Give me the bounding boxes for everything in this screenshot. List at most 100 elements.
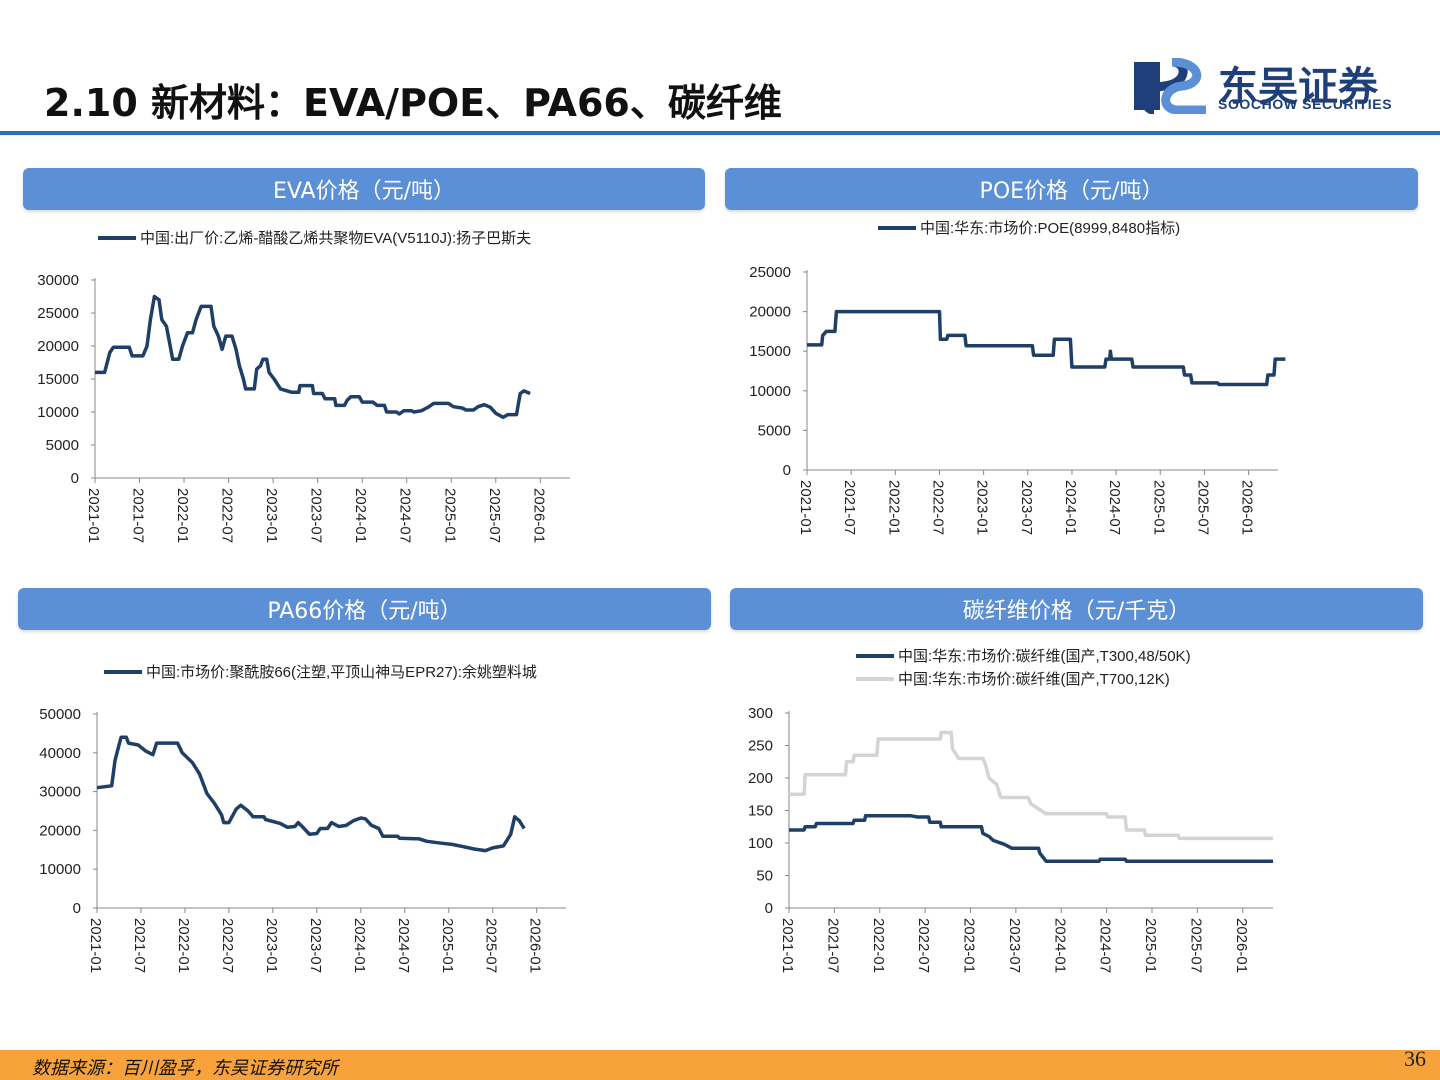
x-tick-label: 2022-01 [885,480,902,535]
panel-header-pa66: PA66价格（元/吨） [18,588,711,630]
x-tick-label: 2021-01 [87,918,104,973]
y-tick-label: 300 [748,705,773,722]
y-tick-label: 150 [748,803,773,820]
panel-header-poe: POE价格（元/吨） [725,168,1418,210]
x-tick-label: 2024-07 [1106,480,1123,535]
y-tick-label: 15000 [749,343,791,360]
x-tick-label: 2025-07 [1194,480,1211,535]
x-tick-label: 2026-01 [1239,480,1256,535]
brand-logo: 东吴证券 SOOCHOW SECURITIES [1132,56,1422,116]
x-tick-label: 2024-01 [1062,480,1079,535]
legend-label: 中国:华东:市场价:碳纤维(国产,T700,12K) [898,671,1170,688]
title-divider [0,131,1440,135]
x-tick-label: 2021-07 [824,918,841,973]
x-tick-label: 2026-01 [530,488,547,543]
y-tick-label: 20000 [37,338,79,355]
y-tick-label: 0 [71,470,79,487]
x-tick-label: 2023-07 [1018,480,1035,535]
carbon-fiber-price-chart: 0 50 100 150 200 250 300 2021-01 2021-07 2022-01 2… [748,648,1273,973]
x-tick-label: 2024-07 [1097,918,1114,973]
x-tick-label: 2022-07 [219,918,236,973]
y-tick-label: 0 [73,900,81,917]
x-tick-label: 2024-07 [397,488,414,543]
x-tick-label: 2023-01 [974,480,991,535]
x-tick-label: 2022-01 [174,488,191,543]
y-tick-label: 30000 [37,272,79,289]
x-tick-label: 2026-01 [1233,918,1250,973]
x-tick-label: 2021-01 [797,480,814,535]
x-tick-label: 2025-07 [486,488,503,543]
panel-header-carbon-fiber: 碳纤维价格（元/千克） [730,588,1423,630]
panel-title-pa66: PA66价格（元/吨） [267,599,462,624]
logo-chinese-text: 东吴证券 [1218,64,1378,110]
y-tick-label: 10000 [37,404,79,421]
x-tick-label: 2021-07 [130,488,147,543]
panel-title-carbon-fiber: 碳纤维价格（元/千克） [962,599,1191,624]
x-tick-label: 2022-01 [175,918,192,973]
x-tick-label: 2023-01 [263,918,280,973]
y-tick-label: 5000 [46,437,79,454]
series-line-1 [95,294,531,420]
panel-header-eva: EVA价格（元/吨） [23,168,705,210]
x-tick-label: 2026-01 [527,918,544,973]
x-tick-label: 2025-01 [439,918,456,973]
x-tick-label: 2022-07 [929,480,946,535]
y-tick-label: 10000 [39,861,81,878]
y-tick-label: 40000 [39,745,81,762]
data-source-note: 数据来源：百川盈孚，东吴证券研究所 [32,1058,338,1079]
x-tick-label: 2025-07 [1187,918,1204,973]
x-tick-label: 2023-01 [263,488,280,543]
series-line-1 [807,309,1286,387]
x-tick-label: 2022-01 [870,918,887,973]
x-tick-label: 2021-01 [85,488,102,543]
series-line-1 [789,813,1273,863]
x-tick-label: 2021-07 [841,480,858,535]
x-tick-label: 2022-07 [915,918,932,973]
legend-label: 中国:华东:市场价:POE(8999,8480指标) [920,220,1180,237]
series-line-1 [96,735,526,853]
y-tick-label: 50 [756,868,773,885]
x-tick-label: 2023-07 [307,918,324,973]
x-tick-label: 2023-01 [961,918,978,973]
page-number: 36 [1404,1046,1426,1071]
x-tick-label: 2024-01 [1051,918,1068,973]
y-tick-label: 250 [748,738,773,755]
y-tick-label: 5000 [758,422,791,439]
x-tick-label: 2022-07 [219,488,236,543]
y-tick-label: 100 [748,835,773,852]
logo-english-text: SOOCHOW SECURITIES [1218,96,1393,112]
x-tick-label: 2023-07 [1006,918,1023,973]
x-tick-label: 2025-07 [483,918,500,973]
panel-title-eva: EVA价格（元/吨） [272,179,455,204]
x-tick-label: 2025-01 [1142,918,1159,973]
y-tick-label: 25000 [37,305,79,322]
x-tick-label: 2023-07 [308,488,325,543]
y-tick-label: 20000 [39,822,81,839]
x-tick-label: 2025-01 [1150,480,1167,535]
y-tick-label: 15000 [37,371,79,388]
page-title: 2.10 新材料：EVA/POE、PA66、碳纤维 [44,81,782,125]
poe-price-chart: 0 5000 10000 15000 20000 25000 2021-01 2021-07 2… [749,220,1286,535]
x-tick-label: 2021-07 [131,918,148,973]
y-tick-label: 50000 [39,706,81,723]
y-tick-label: 30000 [39,784,81,801]
eva-price-chart: 0 5000 10000 15000 20000 25000 30000 2021-01 202… [37,230,570,543]
y-tick-label: 0 [765,900,773,917]
x-tick-label: 2024-01 [351,918,368,973]
x-tick-label: 2024-01 [352,488,369,543]
legend-label: 中国:出厂价:乙烯-醋酸乙烯共聚物EVA(V5110J):扬子巴斯夫 [140,230,531,247]
footer-bar [0,1050,1440,1080]
series-line-2 [789,730,1273,841]
x-tick-label: 2021-01 [779,918,796,973]
x-tick-label: 2025-01 [441,488,458,543]
legend-label: 中国:市场价:聚酰胺66(注塑,平顶山神马EPR27):余姚塑料城 [146,663,537,681]
pa66-price-chart: 0 10000 20000 30000 40000 50000 2021-01 2021-07… [39,663,566,973]
y-tick-label: 25000 [749,264,791,281]
y-tick-label: 0 [783,462,791,479]
y-tick-label: 20000 [749,304,791,321]
soochow-logo-icon [1134,58,1206,114]
y-tick-label: 200 [748,770,773,787]
x-tick-label: 2024-07 [395,918,412,973]
legend-label: 中国:华东:市场价:碳纤维(国产,T300,48/50K) [898,648,1191,665]
y-tick-label: 10000 [749,383,791,400]
